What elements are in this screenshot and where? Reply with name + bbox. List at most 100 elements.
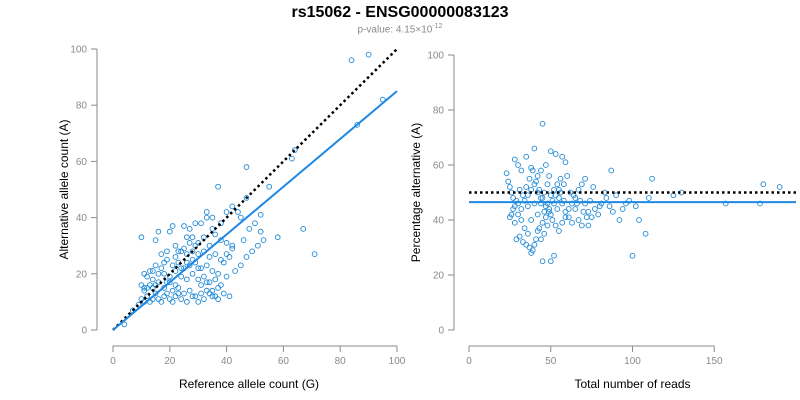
panel2-data-point [560, 181, 567, 188]
panel2-data-point [523, 241, 530, 248]
panel1-data-point [186, 287, 193, 294]
panel2-data-point [585, 222, 592, 229]
panel2-data-point [518, 217, 525, 223]
panel2-data-point [538, 200, 544, 207]
panel2-y-tick-label: 60 [433, 161, 445, 172]
panel2-data-point [619, 206, 626, 212]
panel2-x-axis-label: Total number of reads [574, 377, 690, 391]
panel2-data-point [518, 167, 525, 174]
panel1-data-point [175, 290, 182, 297]
panel1-data-point [212, 276, 219, 283]
panel1-data-point [141, 270, 148, 277]
panel2-data-point [552, 151, 559, 157]
panel2-y-tick-label: 0 [438, 326, 444, 337]
panel2-data-point [585, 208, 592, 215]
panel2-data-point [588, 214, 595, 221]
panel1-data-point [172, 254, 179, 260]
panel2-data-point [510, 206, 516, 212]
panel1-data-point [206, 279, 213, 286]
panel1-data-point [311, 251, 318, 257]
panel2-data-point [760, 181, 767, 188]
panel1-data-point [254, 242, 261, 249]
panel1-data-point [232, 268, 238, 274]
panel1-data-point [223, 273, 230, 280]
panel2-data-point [515, 200, 521, 207]
panel2-data-point [559, 200, 566, 207]
panel2-data-point [541, 230, 548, 237]
panel1-data-point [152, 237, 159, 243]
panel1-data-point [155, 270, 162, 277]
panel2-data-point [521, 197, 528, 204]
panel2-data-point [556, 195, 562, 201]
panel2-data-point [547, 258, 554, 265]
panel2-data-point [562, 208, 569, 215]
panel2-y-tick-label: 20 [433, 271, 445, 282]
panel2-y-axis-label: Percentage alternative (A) [409, 123, 423, 262]
panel2-y-tick-label: 40 [433, 216, 445, 227]
panel1-data-point [195, 251, 202, 257]
panel1-y-tick-label: 40 [76, 213, 88, 224]
panel2-data-point [544, 200, 551, 207]
panel1-data-point [218, 220, 224, 227]
panel1-fit-line [112, 90, 398, 331]
panel2-data-point [590, 184, 597, 190]
panel1-data-point [209, 214, 216, 221]
panel1-data-point [240, 237, 247, 243]
panel1-data-point [198, 290, 204, 297]
panel1-data-point [169, 262, 176, 269]
panel2-data-point [626, 197, 633, 204]
panel1-y-tick-label: 80 [76, 101, 88, 112]
panel1-data-point [257, 228, 264, 235]
panel2-data-point [575, 217, 582, 223]
panel1-data-point [237, 262, 244, 269]
panel2-data-point [528, 250, 534, 256]
panel1-data-point [201, 296, 207, 302]
panel1-data-point [195, 265, 202, 272]
panel1-data-point [201, 273, 207, 280]
panel2-data-point [567, 189, 574, 196]
pvalue-exponent: -12 [432, 23, 443, 30]
panel1-data-point [215, 183, 221, 190]
panel1-data-point [252, 220, 258, 227]
panel2-data-point [632, 203, 639, 210]
panel2-data-point [518, 206, 525, 212]
panel2-data-point [515, 162, 521, 168]
panel1-data-point [178, 296, 185, 302]
panel2-data-point [564, 173, 570, 179]
panel1-data-point [141, 285, 148, 291]
panel1-data-point [189, 234, 196, 241]
panel1-x-axis-label: Reference allele count (G) [179, 377, 319, 391]
panel1-data-point [215, 285, 221, 291]
panel2-data-point [539, 219, 546, 226]
panel2-data-point [526, 175, 533, 182]
panel1-reference-line [112, 48, 398, 331]
panel2-data-point [560, 197, 567, 204]
panel1-data-point [220, 259, 227, 266]
panel1-data-point [203, 262, 210, 269]
panel2-data-point [616, 217, 623, 223]
panel1-y-axis-label: Alternative allele count (A) [57, 119, 71, 259]
panel1-data-point [189, 270, 196, 277]
panel2-data-point [525, 230, 531, 237]
panel1-data-point [215, 296, 221, 302]
panel1-x-tick-label: 60 [278, 356, 290, 367]
panel2-data-point [531, 181, 538, 188]
panel1-data-point [149, 268, 156, 274]
panel2-data-point [645, 195, 652, 201]
panel1-data-point [192, 220, 199, 227]
panel1-data-point [212, 251, 219, 257]
panel2-data-point [538, 167, 544, 174]
panel2-data-point [539, 120, 546, 127]
panel1-data-point [152, 290, 159, 297]
panel2-data-point [533, 178, 539, 185]
panel1-data-point [291, 147, 298, 154]
panel2-x-tick-label: 0 [466, 356, 472, 367]
panel1-data-point [147, 268, 153, 274]
panel2-data-point [549, 217, 556, 223]
panel2-data-point [547, 192, 554, 199]
panel2-data-point [587, 197, 593, 204]
panel1-data-point [183, 259, 190, 266]
panel2-data-point [623, 200, 629, 207]
panel1-data-point [260, 237, 267, 243]
panel1-data-point [300, 225, 307, 232]
